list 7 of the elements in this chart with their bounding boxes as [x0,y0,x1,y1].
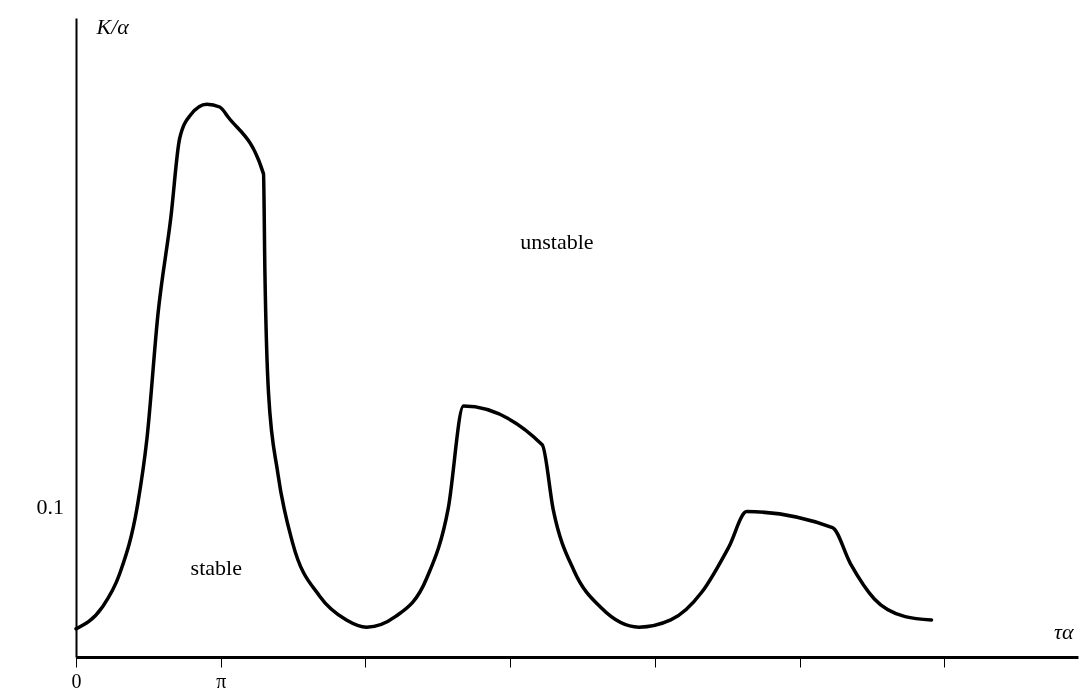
annotation: unstable [520,228,594,254]
x-axis-title: τα [1054,618,1074,644]
x-tick-label: π [216,669,227,692]
y-axis-title: K/α [95,13,130,39]
annotation: stable [190,554,242,580]
text: 0.1 [36,493,64,519]
x-tick-label: 0 [71,669,82,692]
